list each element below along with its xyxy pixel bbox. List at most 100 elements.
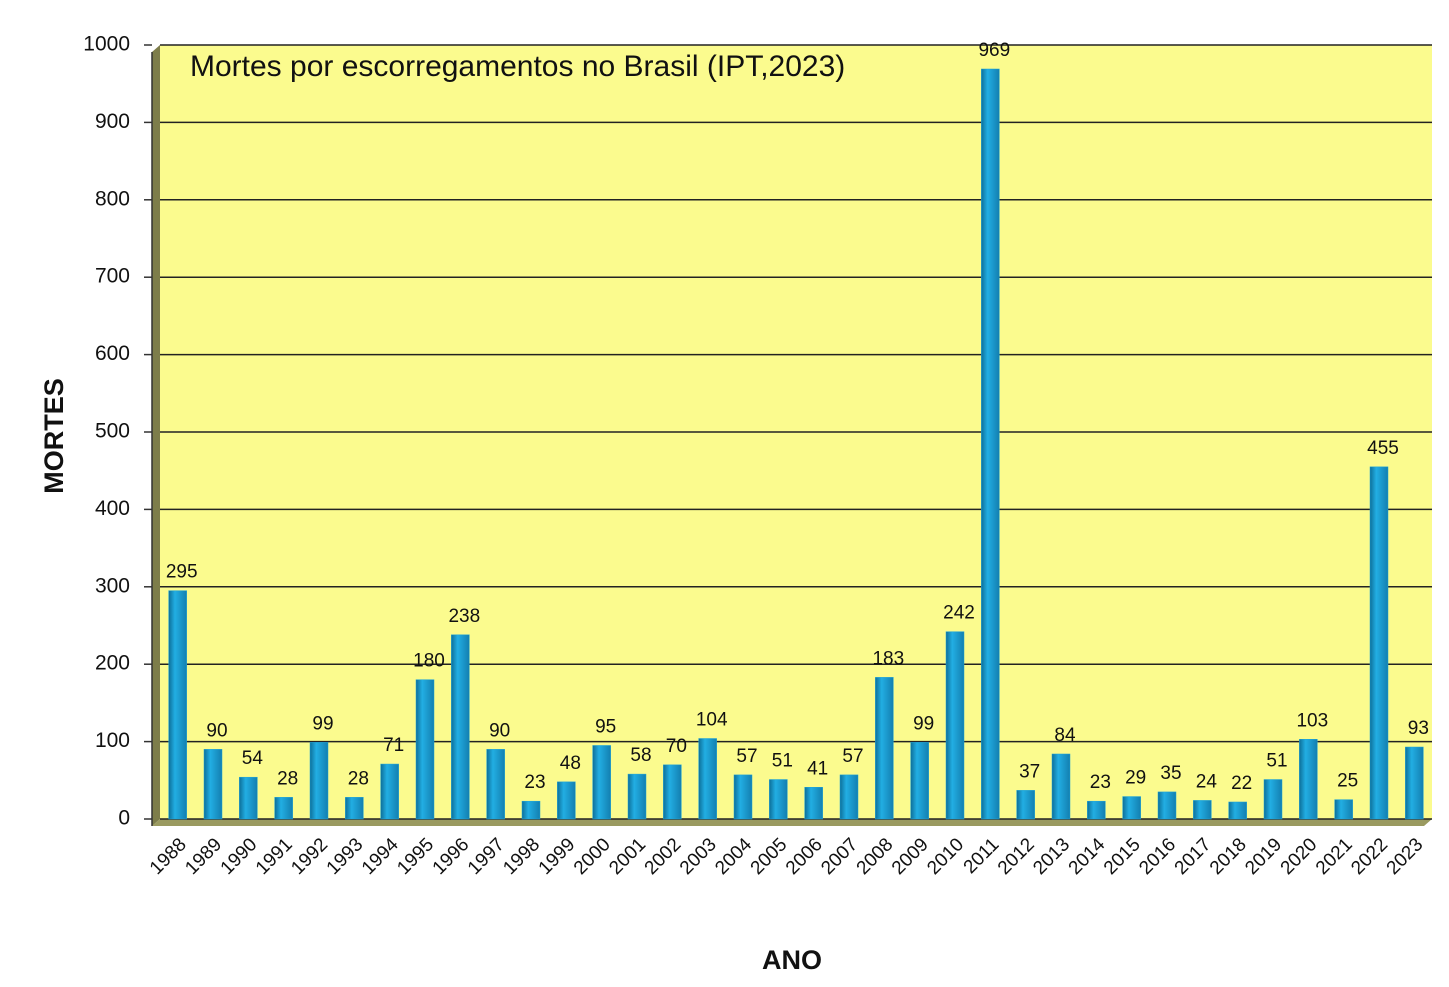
- value-label: 180: [413, 651, 445, 672]
- x-tick-label: 1999: [535, 834, 580, 879]
- x-tick-label: 1994: [358, 834, 403, 879]
- x-tick-label: 2010: [923, 834, 968, 879]
- bar: [769, 779, 788, 820]
- bar: [1122, 796, 1141, 820]
- y-tick-label: 0: [118, 807, 130, 830]
- value-label: 295: [166, 562, 198, 583]
- bar: [592, 745, 611, 820]
- bar: [1299, 739, 1318, 820]
- bar: [345, 797, 364, 820]
- bar: [1087, 800, 1106, 820]
- bar: [1016, 790, 1035, 820]
- value-label: 51: [1266, 751, 1287, 772]
- bar: [1228, 801, 1247, 820]
- x-tick-label: 2003: [676, 834, 721, 879]
- bar: [839, 774, 859, 820]
- x-tick-label: 2021: [1312, 834, 1357, 879]
- bar: [415, 679, 435, 820]
- value-label: 41: [807, 758, 828, 779]
- x-tick-label: 2009: [888, 834, 933, 879]
- value-label: 54: [242, 748, 264, 769]
- x-tick-label: 2002: [641, 834, 686, 879]
- value-label: 28: [348, 768, 369, 789]
- chart-title: Mortes por escorregamentos no Brasil (IP…: [190, 50, 845, 83]
- x-tick-label: 2022: [1347, 834, 1392, 879]
- bar: [486, 749, 505, 820]
- value-label: 455: [1367, 438, 1399, 459]
- value-label: 71: [383, 735, 404, 756]
- value-label: 238: [448, 606, 480, 627]
- y-tick-label: 200: [95, 652, 130, 675]
- value-label: 22: [1231, 773, 1252, 794]
- y-tick-label: 100: [95, 729, 130, 752]
- value-label: 23: [524, 772, 545, 793]
- value-label: 183: [872, 648, 904, 669]
- bar: [1157, 791, 1177, 820]
- x-tick-label: 1995: [393, 834, 438, 879]
- bar: [1193, 800, 1212, 820]
- bar: [663, 764, 682, 820]
- x-tick-label: 2011: [960, 834, 1004, 878]
- value-label: 57: [736, 746, 757, 767]
- value-label: 28: [277, 768, 298, 789]
- value-label: 25: [1337, 771, 1358, 792]
- x-tick-label: 2014: [1065, 834, 1110, 879]
- bar: [451, 634, 470, 820]
- value-label: 90: [206, 720, 227, 741]
- left-wall: [152, 45, 160, 826]
- x-tick-label: 2019: [1241, 834, 1286, 879]
- bar: [521, 800, 541, 820]
- x-tick-label: 1998: [499, 834, 544, 879]
- y-axis-title: MORTES: [39, 378, 69, 494]
- value-label: 58: [630, 745, 651, 766]
- x-tick-label: 2020: [1277, 834, 1322, 879]
- y-tick-label: 900: [95, 110, 130, 133]
- value-label: 48: [560, 753, 581, 774]
- floor: [152, 819, 1432, 826]
- x-tick-label: 2016: [1135, 834, 1180, 879]
- x-tick-label: 2015: [1100, 834, 1145, 879]
- bar: [557, 781, 576, 820]
- bar: [274, 797, 293, 820]
- bar: [910, 742, 929, 820]
- x-tick-label: 2001: [605, 834, 650, 879]
- value-label: 104: [696, 710, 728, 731]
- value-label: 24: [1196, 771, 1218, 792]
- y-tick-label: 400: [95, 497, 130, 520]
- value-label: 969: [978, 40, 1010, 61]
- x-axis-title: ANO: [762, 945, 822, 975]
- value-label: 37: [1019, 761, 1040, 782]
- bar: [698, 738, 717, 820]
- x-tick-label: 2008: [853, 834, 898, 879]
- bar: [1051, 753, 1071, 820]
- bar: [1369, 466, 1389, 820]
- bar: [1405, 746, 1424, 820]
- value-label: 99: [312, 713, 333, 734]
- x-tick-label: 1988: [146, 834, 191, 879]
- y-tick-label: 1000: [83, 33, 130, 56]
- x-tick-label: 2006: [782, 834, 827, 879]
- x-tick-label: 2023: [1383, 834, 1428, 879]
- value-label: 84: [1054, 725, 1076, 746]
- y-tick-label: 600: [95, 342, 130, 365]
- y-tick-label: 300: [95, 574, 130, 597]
- x-tick-label: 2012: [994, 834, 1039, 879]
- value-label: 23: [1090, 772, 1111, 793]
- x-tick-label: 1993: [323, 834, 368, 879]
- x-tick-label: 2005: [747, 834, 792, 879]
- x-tick-label: 2017: [1171, 834, 1216, 879]
- x-tick-label: 2007: [817, 834, 862, 879]
- bar: [733, 774, 753, 820]
- x-tick-label: 1996: [429, 834, 474, 879]
- value-label: 57: [842, 746, 863, 767]
- value-label: 99: [913, 713, 934, 734]
- x-tick-label: 2000: [570, 834, 615, 879]
- y-tick-label: 500: [95, 420, 130, 443]
- bar: [1334, 799, 1353, 820]
- value-label: 95: [595, 716, 616, 737]
- x-tick-label: 1990: [217, 834, 262, 879]
- y-tick-label: 800: [95, 187, 130, 210]
- y-tick-label: 700: [95, 265, 130, 288]
- bar: [203, 749, 223, 820]
